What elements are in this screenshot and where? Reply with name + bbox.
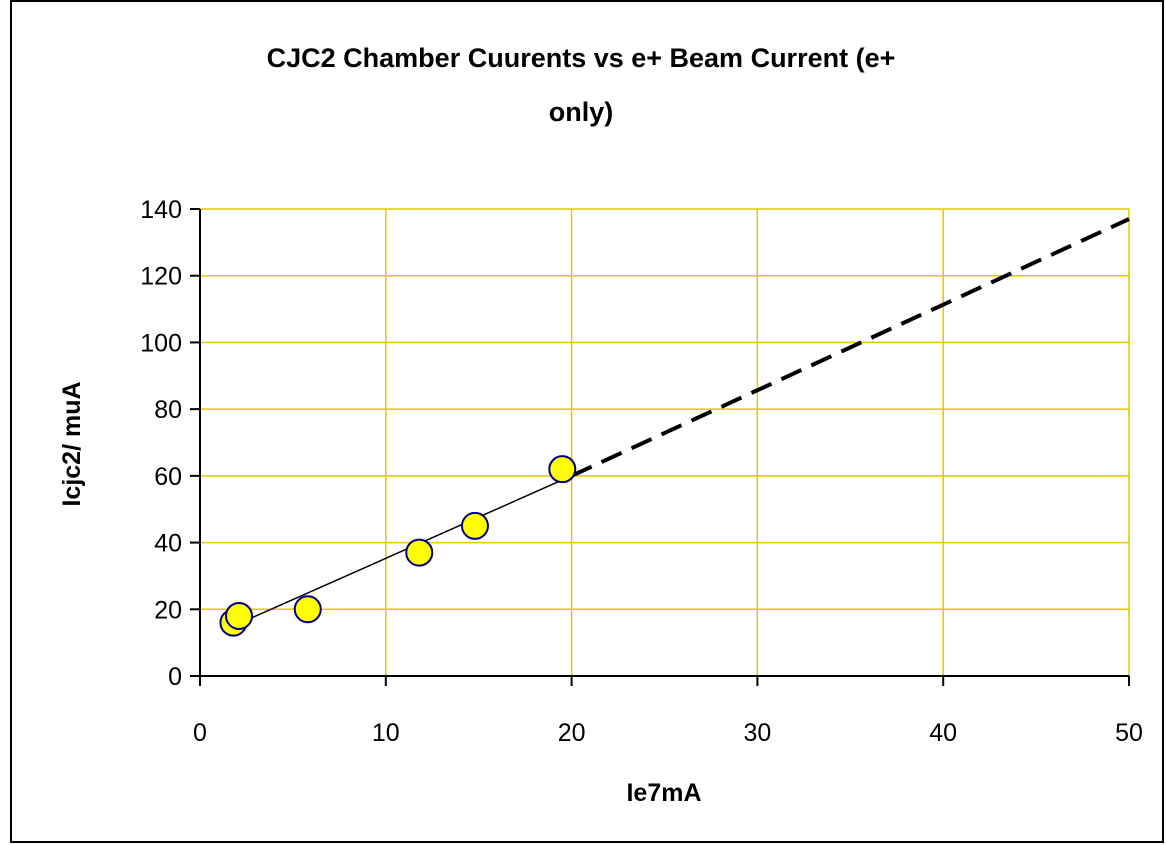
data-points (219, 455, 577, 637)
fit-line-dashed (570, 217, 1130, 478)
data-point (293, 595, 322, 624)
fit-lines (233, 217, 1130, 627)
x-tick-label: 10 (372, 719, 400, 747)
y-tick-label: 140 (140, 196, 182, 224)
x-tick-label: 0 (193, 719, 207, 747)
y-tick-label: 80 (154, 396, 182, 424)
tick-labels: 0 20 40 60 80 100 120 140 0 10 20 30 40 50 (140, 196, 1143, 747)
y-tick-label: 0 (168, 663, 182, 691)
chart-title-line-2: only) (549, 97, 614, 127)
axes (190, 208, 1130, 686)
y-tick-label: 20 (154, 596, 182, 624)
grid-lines (200, 208, 1130, 676)
data-point (225, 601, 254, 630)
x-axis-title: Ie7mA (626, 779, 701, 807)
data-point (460, 511, 489, 540)
y-tick-label: 100 (140, 329, 182, 357)
y-axis-title: Icjc2/ muA (58, 381, 86, 506)
x-tick-label: 40 (929, 719, 957, 747)
y-tick-label: 40 (154, 530, 182, 558)
x-tick-label: 30 (743, 719, 771, 747)
chart-title-line-1: CJC2 Chamber Cuurents vs e+ Beam Current… (267, 43, 896, 73)
chart-frame (10, 0, 1164, 843)
x-tick-label: 50 (1115, 719, 1143, 747)
y-tick-label: 120 (140, 263, 182, 291)
fit-line-solid (233, 475, 572, 627)
data-point (548, 455, 577, 484)
data-point (405, 538, 434, 567)
y-tick-label: 60 (154, 463, 182, 491)
x-tick-label: 20 (558, 719, 586, 747)
